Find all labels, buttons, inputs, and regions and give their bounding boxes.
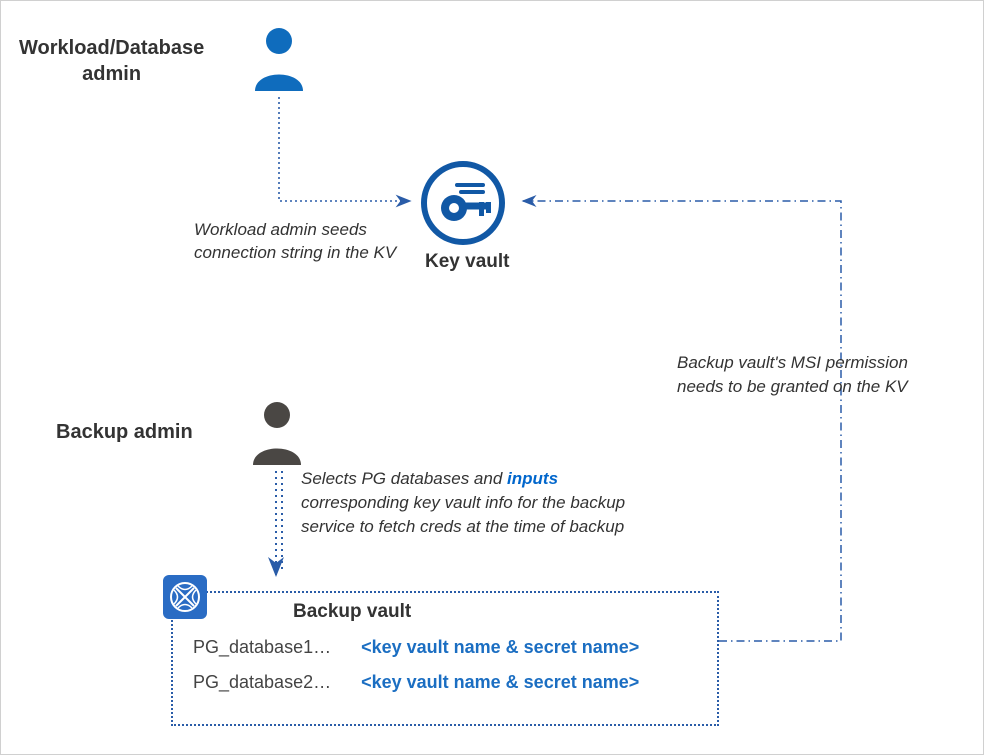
workload-admin-label-line2: admin [19, 61, 204, 87]
backup-admin-label: Backup admin [56, 421, 193, 444]
backup-admin-icon [249, 399, 305, 465]
backup-vault-row-1-ref: <key vault name & secret name> [361, 672, 639, 693]
keyvault-label: Key vault [425, 251, 509, 273]
backup-vault-title: Backup vault [293, 601, 697, 623]
workload-admin-icon [251, 25, 307, 91]
backup-caption-suffix2: service to fetch creds at the time of ba… [301, 517, 624, 536]
backup-vault-row-1: PG_database2… <key vault name & secret n… [193, 672, 697, 693]
backup-vault-box: Backup vault PG_database1… <key vault na… [171, 591, 719, 726]
msi-caption: Backup vault's MSI permission needs to b… [677, 351, 908, 399]
backup-vault-row-0-ref: <key vault name & secret name> [361, 637, 639, 658]
edge-workload-to-keyvault [279, 97, 410, 201]
workload-caption-text: Workload admin seedsconnection string in… [194, 220, 396, 262]
edge-backup-vault-to-keyvault [523, 201, 841, 641]
workload-caption: Workload admin seedsconnection string in… [194, 219, 396, 265]
workload-admin-label: Workload/Database admin [19, 35, 204, 87]
msi-caption-line2: needs to be granted on the KV [677, 375, 908, 399]
workload-admin-label-line1: Workload/Database [19, 35, 204, 61]
backup-vault-row-0: PG_database1… <key vault name & secret n… [193, 637, 697, 658]
backup-caption-suffix1: corresponding key vault info for the bac… [301, 493, 625, 512]
msi-caption-line1: Backup vault's MSI permission [677, 351, 908, 375]
backup-caption-highlight: inputs [507, 469, 558, 488]
backup-vault-app-icon [163, 575, 207, 619]
backup-caption-prefix: Selects PG databases and [301, 469, 507, 488]
keyvault-icon [419, 159, 507, 252]
backup-caption: Selects PG databases and inputs correspo… [301, 467, 625, 538]
backup-vault-row-1-db: PG_database2… [193, 672, 331, 693]
backup-vault-row-0-db: PG_database1… [193, 637, 331, 658]
